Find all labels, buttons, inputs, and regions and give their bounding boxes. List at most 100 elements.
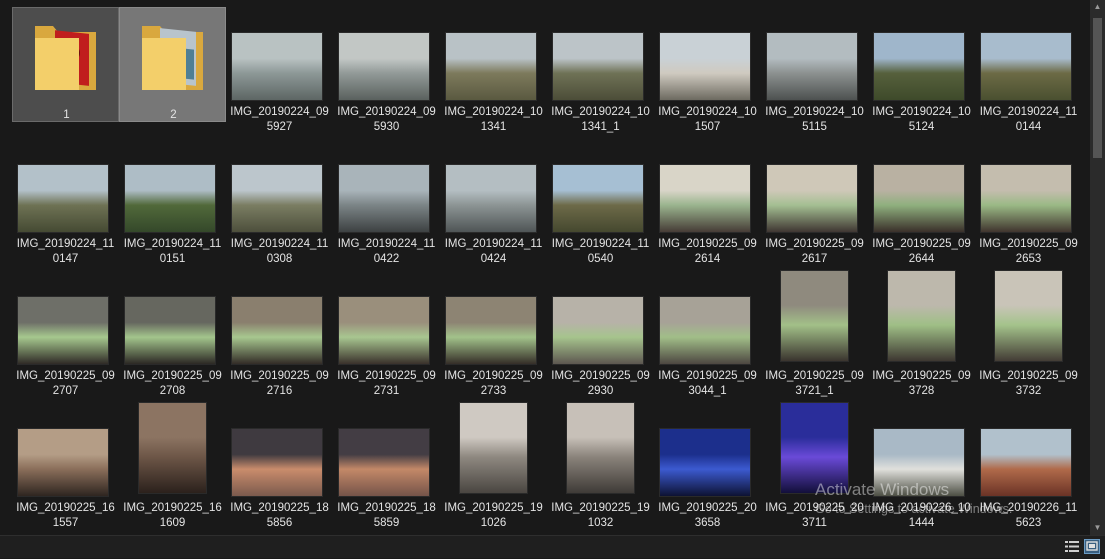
filename-line-1: IMG_20190225_09 (765, 238, 864, 250)
photo-item[interactable]: IMG_20190225_09 2731 (333, 271, 440, 397)
photo-item[interactable]: IMG_20190225_18 5856 (226, 403, 333, 529)
photo-filename: IMG_20190225_19 1032 (547, 501, 654, 531)
photo-item[interactable]: IMG_20190225_16 1557 (12, 403, 119, 529)
photo-item[interactable]: IMG_20190225_09 3728 (868, 271, 975, 397)
photo-item[interactable]: IMG_20190225_20 3658 (654, 403, 761, 529)
photo-filename: IMG_20190224_11 0147 (12, 237, 119, 267)
filename-line-2: 5856 (266, 517, 293, 529)
photo-item[interactable]: IMG_20190225_09 2644 (868, 139, 975, 265)
scroll-down-icon[interactable]: ▼ (1093, 523, 1102, 532)
photo-item[interactable]: IMG_20190225_09 2653 (975, 139, 1082, 265)
photo-item[interactable]: IMG_20190225_19 1032 (547, 403, 654, 529)
filename-line-1: IMG_20190225_09 (872, 238, 971, 250)
photo-item[interactable]: IMG_20190225_09 2733 (440, 271, 547, 397)
photo-item[interactable]: IMG_20190224_10 1507 (654, 7, 761, 133)
filename-line-2: 3728 (908, 385, 935, 397)
filename-line-2: 0147 (52, 253, 79, 265)
photo-thumbnail (553, 165, 643, 232)
photo-item[interactable]: IMG_20190224_11 0540 (547, 139, 654, 265)
filename-line-1: IMG_20190225_20 (658, 502, 757, 514)
photo-item[interactable]: IMG_20190224_11 0424 (440, 139, 547, 265)
filename-line-2: 0424 (480, 253, 507, 265)
folder-item[interactable]: 1 (12, 7, 119, 122)
photo-item[interactable]: IMG_20190224_11 0151 (119, 139, 226, 265)
photo-item[interactable]: IMG_20190224_11 0422 (333, 139, 440, 265)
filename-line-1: IMG_20190225_09 (658, 238, 757, 250)
photo-item[interactable]: IMG_20190224_10 5124 (868, 7, 975, 133)
filename-line-1: IMG_20190224_09 (230, 106, 329, 118)
photo-item[interactable]: IMG_20190224_09 5930 (333, 7, 440, 133)
photo-item[interactable]: IMG_20190225_09 3732 (975, 271, 1082, 397)
photo-thumbnail (125, 165, 215, 232)
photo-item[interactable]: IMG_20190225_18 5859 (333, 403, 440, 529)
photo-thumbnail (460, 403, 527, 493)
thumbnail-frame (654, 7, 761, 100)
photo-thumbnail (767, 33, 857, 100)
photo-item[interactable]: IMG_20190225_19 1026 (440, 403, 547, 529)
details-view-button[interactable] (1064, 539, 1080, 554)
photo-item[interactable]: IMG_20190224_11 0147 (12, 139, 119, 265)
photo-thumbnail (339, 429, 429, 496)
scrollbar-thumb[interactable] (1093, 18, 1102, 158)
photo-item[interactable]: IMG_20190224_10 1341_1 (547, 7, 654, 133)
photo-item[interactable]: IMG_20190225_09 2707 (12, 271, 119, 397)
filename-line-2: 1026 (480, 517, 507, 529)
photo-thumbnail (660, 33, 750, 100)
filename-line-2: 1341 (480, 121, 507, 133)
filename-line-1: IMG_20190225_19 (551, 502, 650, 514)
photo-filename: IMG_20190225_09 2716 (226, 369, 333, 399)
thumbnail-frame (333, 403, 440, 496)
large-icons-view-button[interactable] (1084, 539, 1100, 554)
photo-filename: IMG_20190225_09 2708 (119, 369, 226, 399)
photo-item[interactable]: IMG_20190224_11 0308 (226, 139, 333, 265)
filename-line-1: IMG_20190225_09 (658, 370, 757, 382)
photo-item[interactable]: IMG_20190225_09 2716 (226, 271, 333, 397)
filename-line-1: IMG_20190224_11 (551, 238, 650, 250)
filename-line-1: IMG_20190225_09 (979, 238, 1078, 250)
thumbnail-frame (440, 7, 547, 100)
filename-line-1: IMG_20190224_11 (337, 238, 436, 250)
photo-item[interactable]: IMG_20190224_09 5927 (226, 7, 333, 133)
photo-item[interactable]: IMG_20190225_20 3711 (761, 403, 868, 529)
photo-thumbnail (767, 165, 857, 232)
folder-icon (33, 18, 99, 103)
photo-item[interactable]: IMG_20190224_11 0144 (975, 7, 1082, 133)
filename-line-2: 2644 (908, 253, 935, 265)
photo-item[interactable]: IMG_20190225_16 1609 (119, 403, 226, 529)
filename-line-1: IMG_20190225_09 (444, 370, 543, 382)
photo-item[interactable]: IMG_20190225_09 2617 (761, 139, 868, 265)
photo-item[interactable]: IMG_20190225_09 2614 (654, 139, 761, 265)
filename-line-2: 5115 (802, 121, 827, 133)
folder-item[interactable]: 2 (119, 7, 226, 122)
vertical-scrollbar[interactable]: ▲ ▼ (1090, 0, 1105, 535)
filename-line-2: 3711 (802, 517, 827, 529)
thumbnail-frame (761, 403, 868, 493)
photo-thumbnail (660, 297, 750, 364)
filename-line-1: IMG_20190225_20 (765, 502, 864, 514)
photo-item[interactable]: IMG_20190225_09 3721_1 (761, 271, 868, 397)
photo-item[interactable]: IMG_20190225_09 2930 (547, 271, 654, 397)
photo-thumbnail (18, 297, 108, 364)
photo-filename: IMG_20190224_11 0424 (440, 237, 547, 267)
photo-item[interactable]: IMG_20190224_10 5115 (761, 7, 868, 133)
photo-filename: IMG_20190225_09 2930 (547, 369, 654, 399)
scroll-up-icon[interactable]: ▲ (1093, 2, 1102, 11)
photo-filename: IMG_20190224_10 1341 (440, 105, 547, 135)
photo-thumbnail (567, 403, 634, 493)
filename-line-2: 1557 (52, 517, 79, 529)
photo-filename: IMG_20190226_10 1444 (868, 501, 975, 531)
photo-thumbnail (981, 429, 1071, 496)
filename-line-2: 1032 (587, 517, 614, 529)
photo-filename: IMG_20190224_10 5124 (868, 105, 975, 135)
filename-line-2: 2731 (373, 385, 400, 397)
photo-item[interactable]: IMG_20190224_10 1341 (440, 7, 547, 133)
photo-item[interactable]: IMG_20190226_11 5623 (975, 403, 1082, 529)
thumbnail-frame (868, 7, 975, 100)
filename-line-1: IMG_20190225_09 (765, 370, 864, 382)
photo-item[interactable]: IMG_20190226_10 1444 (868, 403, 975, 529)
folder-icon (140, 18, 206, 103)
photo-item[interactable]: IMG_20190225_09 3044_1 (654, 271, 761, 397)
filename-line-2: 5124 (908, 121, 935, 133)
thumbnail-frame (975, 403, 1082, 496)
photo-item[interactable]: IMG_20190225_09 2708 (119, 271, 226, 397)
